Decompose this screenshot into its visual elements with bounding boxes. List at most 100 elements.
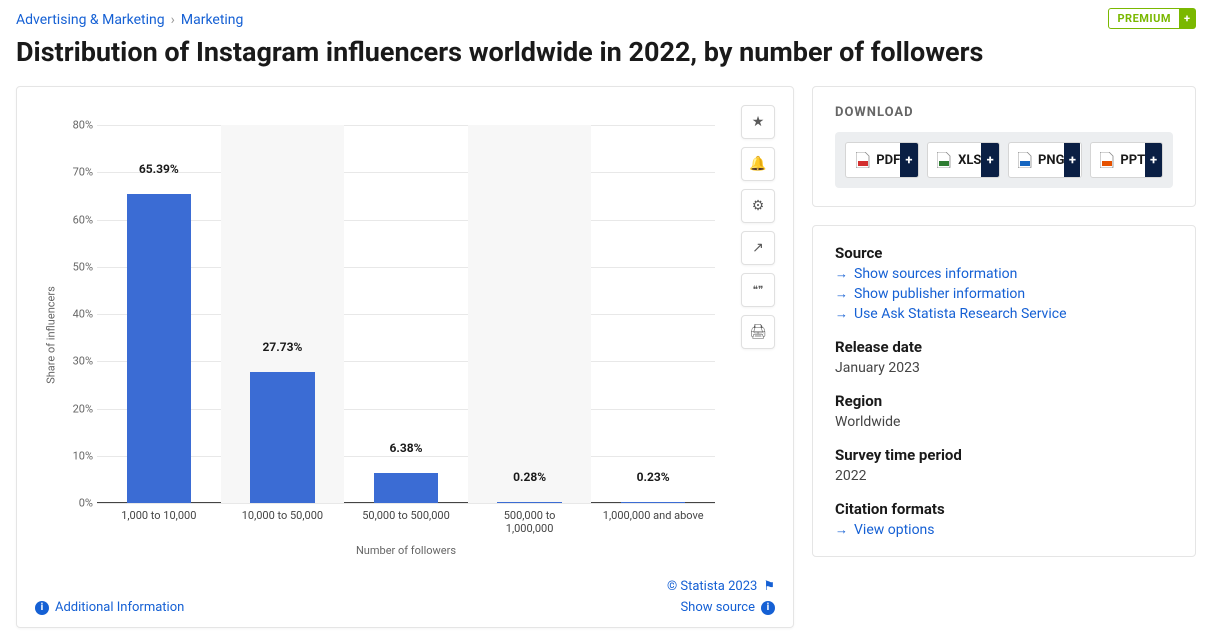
- bar[interactable]: [374, 473, 438, 503]
- bar[interactable]: [127, 194, 191, 503]
- additional-info-label: Additional Information: [55, 600, 184, 615]
- breadcrumb-current[interactable]: Marketing: [181, 12, 244, 28]
- meta-panel: Source → Show sources information → Show pu…: [812, 225, 1196, 557]
- plus-icon: +: [1064, 143, 1080, 177]
- print-button[interactable]: 🖨: [741, 315, 775, 349]
- period-heading: Survey time period: [835, 446, 1173, 464]
- gear-icon: ⚙: [752, 198, 765, 214]
- release-value: January 2023: [835, 360, 1173, 376]
- bell-icon: 🔔: [749, 156, 766, 172]
- citation-link[interactable]: → View options: [835, 522, 1173, 538]
- source-link-label: Use Ask Statista Research Service: [854, 306, 1067, 322]
- quote-button[interactable]: ❝❞: [741, 273, 775, 307]
- info-icon: i: [35, 601, 49, 615]
- download-label: XLS: [958, 153, 981, 168]
- bar-value-label: 6.38%: [344, 441, 468, 455]
- xtick-label: 1,000,000 and above: [591, 503, 715, 522]
- download-xls-button[interactable]: XLS+: [927, 142, 1001, 178]
- arrow-icon: →: [835, 522, 848, 538]
- file-ppt-icon: [1099, 151, 1116, 169]
- plot-region: 0%10%20%30%40%50%60%70%80%65.39%1,000 to…: [97, 125, 715, 503]
- arrow-icon: →: [835, 286, 848, 302]
- download-buttons: PDF+XLS+PNG+PPT+: [835, 132, 1173, 188]
- download-ppt-button[interactable]: PPT+: [1090, 142, 1164, 178]
- source-link[interactable]: → Use Ask Statista Research Service: [835, 306, 1173, 322]
- bar-value-label: 0.23%: [591, 470, 715, 484]
- plus-icon: +: [900, 143, 917, 177]
- additional-info-link[interactable]: i Additional Information: [35, 600, 184, 615]
- premium-badge[interactable]: PREMIUM +: [1108, 8, 1196, 29]
- star-button[interactable]: ★: [741, 105, 775, 139]
- share-button[interactable]: ↗: [741, 231, 775, 265]
- breadcrumb-separator-icon: ›: [171, 12, 175, 28]
- source-link-label: Show sources information: [854, 266, 1017, 282]
- period-value: 2022: [835, 468, 1173, 484]
- download-pdf-button[interactable]: PDF+: [845, 142, 919, 178]
- breadcrumb: Advertising & Marketing › Marketing: [16, 0, 1196, 28]
- show-source-label: Show source: [680, 600, 755, 615]
- arrow-icon: →: [835, 306, 848, 322]
- chart-band: [468, 125, 592, 503]
- breadcrumb-parent[interactable]: Advertising & Marketing: [16, 12, 165, 28]
- ytick-label: 0%: [59, 497, 93, 510]
- download-label: PDF: [876, 153, 900, 168]
- arrow-icon: →: [835, 266, 848, 282]
- source-heading: Source: [835, 244, 1173, 262]
- ytick-label: 20%: [59, 402, 93, 415]
- y-axis-title: Share of influencers: [45, 286, 58, 384]
- xtick-label: 500,000 to 1,000,000: [468, 503, 592, 535]
- region-heading: Region: [835, 392, 1173, 410]
- xtick-label: 50,000 to 500,000: [344, 503, 468, 522]
- copyright-link[interactable]: © Statista 2023 ⚑: [667, 579, 775, 594]
- release-heading: Release date: [835, 338, 1173, 356]
- flag-icon: ⚑: [763, 579, 775, 594]
- source-link[interactable]: → Show publisher information: [835, 286, 1173, 302]
- show-source-link[interactable]: Show source i: [667, 600, 775, 615]
- star-icon: ★: [752, 114, 765, 130]
- file-png-icon: [1017, 151, 1033, 169]
- copyright-text: © Statista 2023: [667, 579, 757, 594]
- bar[interactable]: [250, 372, 314, 503]
- page-title: Distribution of Instagram influencers wo…: [16, 36, 1196, 68]
- ytick-label: 60%: [59, 213, 93, 226]
- premium-label: PREMIUM: [1109, 9, 1179, 28]
- ytick-label: 30%: [59, 355, 93, 368]
- bar-value-label: 0.28%: [468, 470, 592, 484]
- info-icon: i: [761, 601, 775, 615]
- source-link[interactable]: → Show sources information: [835, 266, 1173, 282]
- quote-icon: ❝❞: [753, 285, 764, 296]
- ytick-label: 10%: [59, 449, 93, 462]
- chart-panel: ★ 🔔 ⚙ ↗ ❝❞ 🖨 Share of influencers 0%10%2…: [16, 86, 794, 628]
- premium-plus-icon: +: [1179, 9, 1195, 28]
- share-icon: ↗: [752, 240, 764, 256]
- download-panel: DOWNLOAD PDF+XLS+PNG+PPT+: [812, 86, 1196, 207]
- gridline: [97, 125, 715, 126]
- region-value: Worldwide: [835, 414, 1173, 430]
- ytick-label: 50%: [59, 260, 93, 273]
- citation-link-label: View options: [854, 522, 935, 538]
- xtick-label: 1,000 to 10,000: [97, 503, 221, 522]
- bell-button[interactable]: 🔔: [741, 147, 775, 181]
- ytick-label: 80%: [59, 119, 93, 132]
- download-label: PPT: [1120, 153, 1145, 168]
- plus-icon: +: [981, 143, 999, 177]
- bar-value-label: 65.39%: [97, 162, 221, 176]
- citation-heading: Citation formats: [835, 500, 1173, 518]
- file-xls-icon: [936, 151, 954, 169]
- settings-button[interactable]: ⚙: [741, 189, 775, 223]
- print-icon: 🖨: [749, 324, 767, 340]
- plus-icon: +: [1145, 143, 1162, 177]
- x-axis-title: Number of followers: [97, 544, 715, 557]
- download-label: PNG: [1038, 153, 1064, 168]
- ytick-label: 70%: [59, 166, 93, 179]
- download-heading: DOWNLOAD: [835, 105, 1173, 120]
- chart-area: Share of influencers 0%10%20%30%40%50%60…: [35, 105, 725, 565]
- download-png-button[interactable]: PNG+: [1008, 142, 1082, 178]
- chart-footer-right: © Statista 2023 ⚑ Show source i: [667, 579, 775, 615]
- bar-value-label: 27.73%: [221, 340, 345, 354]
- xtick-label: 10,000 to 50,000: [221, 503, 345, 522]
- source-link-label: Show publisher information: [854, 286, 1025, 302]
- chart-toolbar: ★ 🔔 ⚙ ↗ ❝❞ 🖨: [741, 105, 775, 349]
- file-pdf-icon: [854, 151, 871, 169]
- ytick-label: 40%: [59, 308, 93, 321]
